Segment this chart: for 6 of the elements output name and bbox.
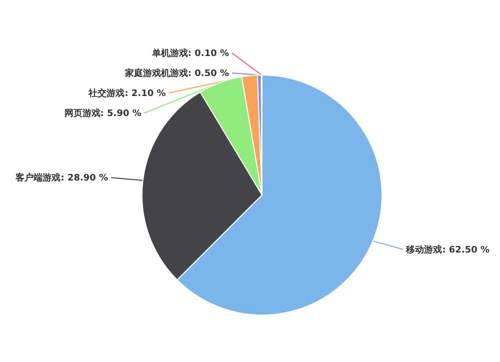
slice-label: 移动游戏: 62.50 % (405, 244, 490, 256)
slice-label: 家庭游戏机游戏: 0.50 % (124, 68, 229, 79)
slice-label: 客户端游戏: 28.90 % (14, 172, 108, 184)
slice-label: 社交游戏: 2.10 % (88, 88, 166, 99)
slice-label: 网页游戏: 5.90 % (64, 108, 142, 119)
slice-label: 单机游戏: 0.10 % (150, 48, 229, 59)
